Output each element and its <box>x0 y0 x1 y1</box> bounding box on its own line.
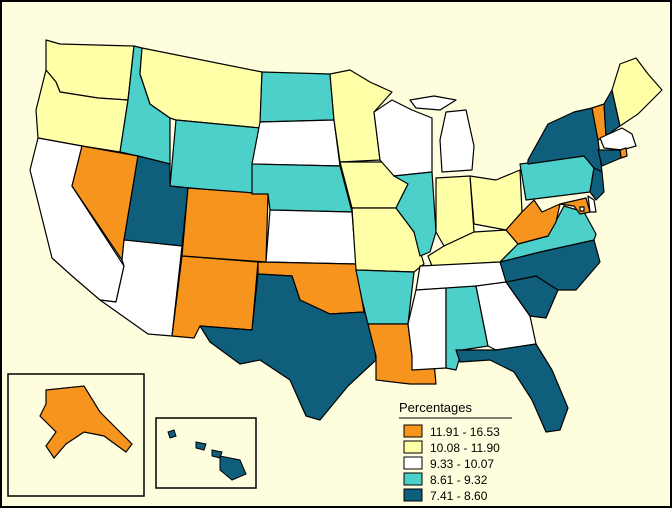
legend: Percentages 11.91 - 16.53 10.08 - 11.90 … <box>399 400 512 503</box>
legend-swatch <box>403 440 423 454</box>
legend-item: 9.33 - 10.07 <box>403 456 494 471</box>
state-FL[interactable] <box>455 343 569 433</box>
state-KS[interactable] <box>265 209 357 265</box>
legend-item: 8.61 - 9.32 <box>403 472 488 487</box>
state-WY[interactable] <box>169 119 261 195</box>
legend-label: 10.08 - 11.90 <box>430 441 500 455</box>
legend-item: 11.91 - 16.53 <box>403 424 500 439</box>
state-DC[interactable] <box>579 206 585 212</box>
state-CO[interactable] <box>181 187 269 263</box>
state-ME[interactable] <box>611 57 663 127</box>
state-MS[interactable] <box>407 287 447 371</box>
state-DE[interactable] <box>587 195 597 213</box>
legend-label: 9.33 - 10.07 <box>430 457 494 471</box>
legend-label: 8.61 - 9.32 <box>430 473 488 487</box>
state-SD[interactable] <box>251 119 341 167</box>
state-AK[interactable] <box>39 385 133 459</box>
legend-item: 10.08 - 11.90 <box>403 440 500 455</box>
state-WI[interactable] <box>373 99 433 177</box>
legend-title: Percentages <box>399 400 472 415</box>
state-TX[interactable] <box>199 273 377 421</box>
legend-swatch <box>403 488 423 502</box>
legend-swatch <box>403 424 423 438</box>
state-MA[interactable] <box>599 127 637 151</box>
hawaii-inset-box <box>155 417 257 489</box>
state-MI[interactable] <box>439 109 475 173</box>
legend-label: 11.91 - 16.53 <box>430 425 500 439</box>
state-ND[interactable] <box>259 71 335 123</box>
legend-label: 7.41 - 8.60 <box>430 489 488 503</box>
state-IL[interactable] <box>393 171 437 257</box>
state-NJ[interactable] <box>589 167 605 201</box>
legend-swatch <box>403 456 423 470</box>
legend-item: 7.41 - 8.60 <box>403 488 488 503</box>
legend-swatch <box>403 472 423 486</box>
state-HI[interactable] <box>167 429 247 481</box>
state-CT[interactable] <box>597 149 622 167</box>
state-MI-upper[interactable] <box>409 95 457 111</box>
state-NM[interactable] <box>171 255 259 339</box>
state-AZ[interactable] <box>99 239 183 337</box>
